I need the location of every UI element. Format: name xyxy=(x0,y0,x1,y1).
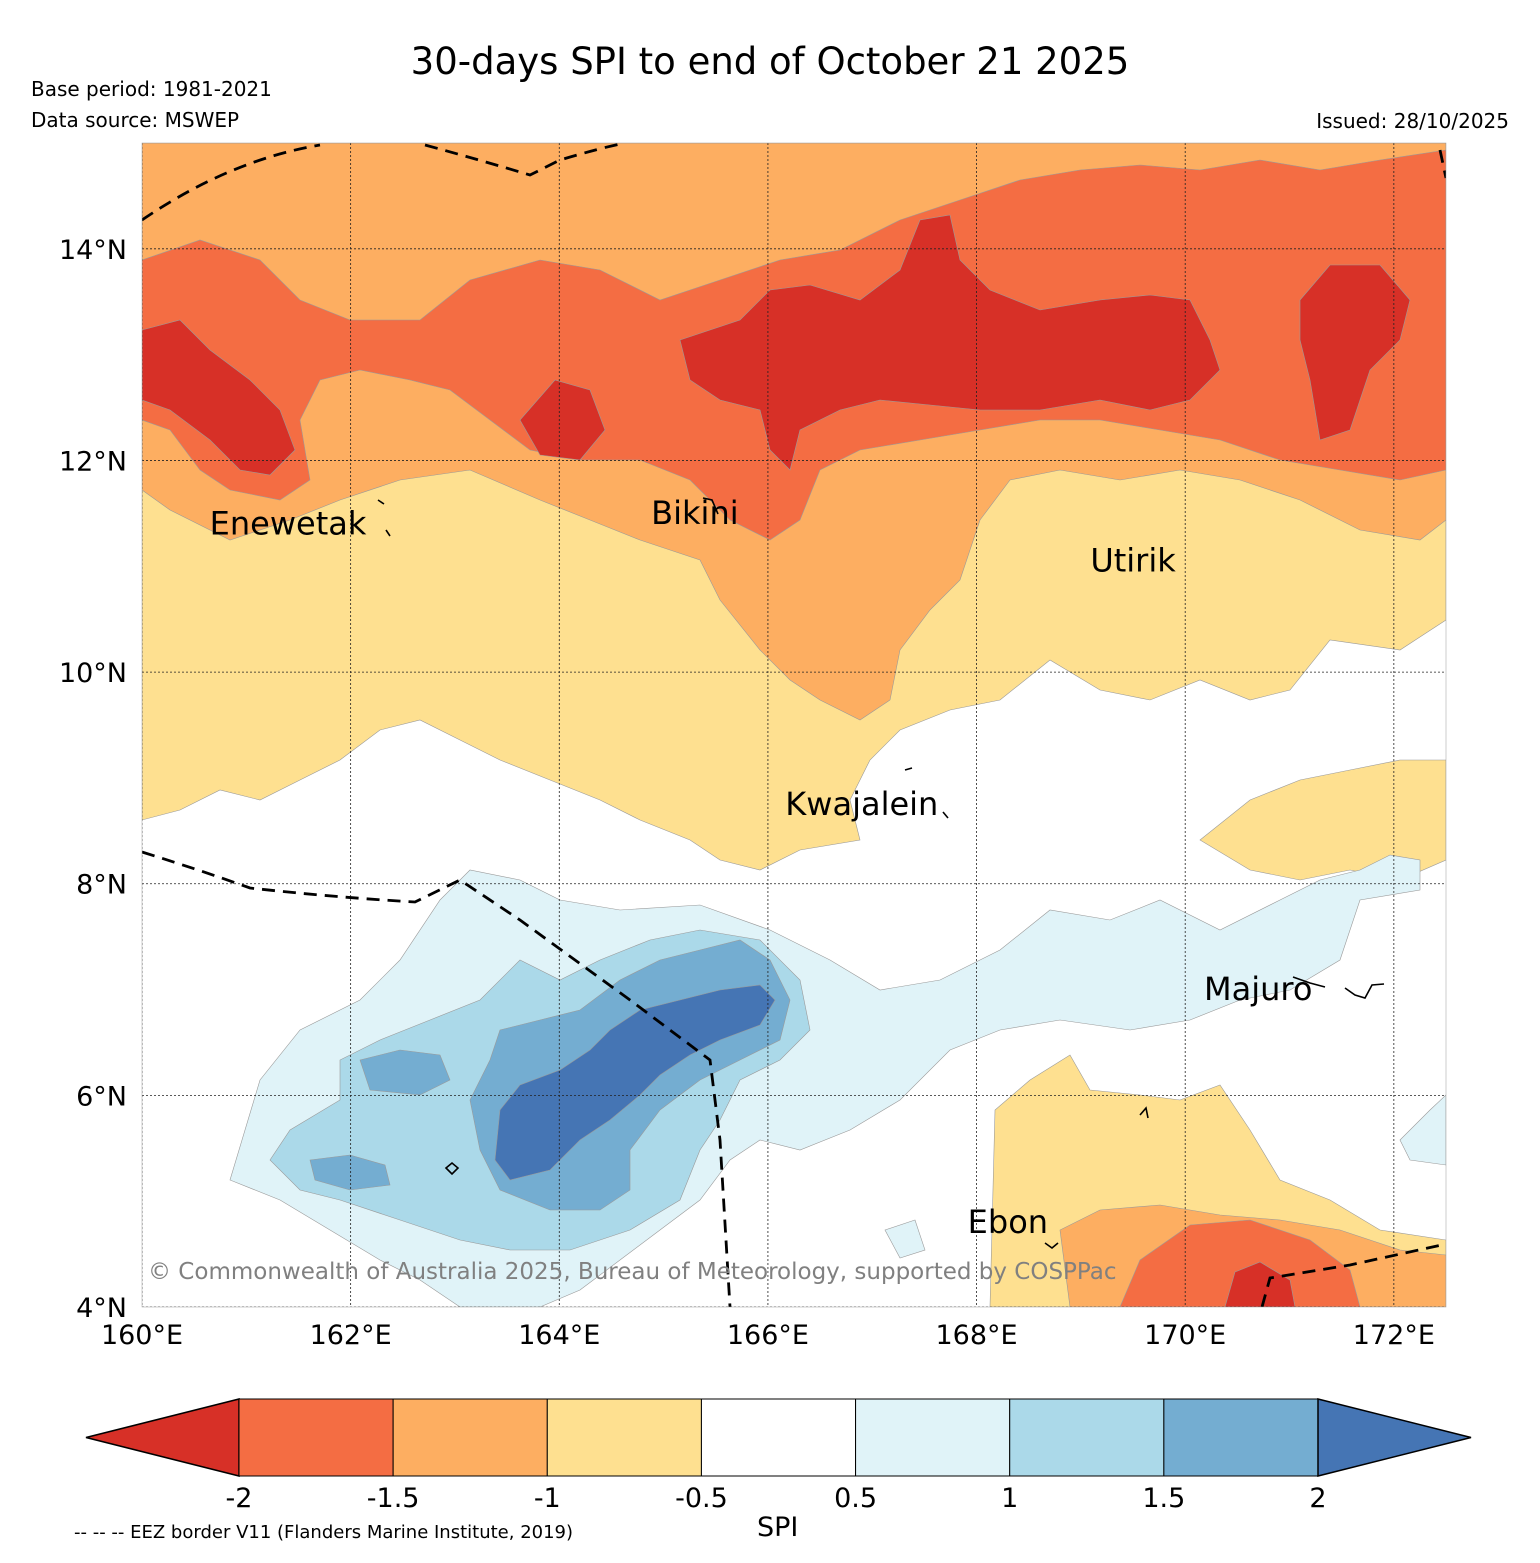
eez-border xyxy=(142,143,1446,1307)
place-label-majuro: Majuro xyxy=(1204,970,1312,1008)
spi-region-extreme-dry-center xyxy=(679,214,1221,471)
eez-border-south xyxy=(142,850,732,1307)
colorbar-bin xyxy=(392,1398,548,1477)
copyright-text: © Commonwealth of Australia 2025, Bureau… xyxy=(148,1259,1117,1285)
colorbar-tick-label: -2 xyxy=(226,1483,253,1514)
lat-tick-label: 14°N xyxy=(59,235,127,266)
colorbar-extend-low xyxy=(85,1398,240,1477)
spi-region-strong-wet-southwest xyxy=(309,1154,391,1191)
colorbar-bin xyxy=(1163,1398,1319,1477)
colorbar-tick-label: -1.5 xyxy=(367,1483,420,1514)
colorbar-tick-label: -0.5 xyxy=(675,1483,728,1514)
colorbar-bin xyxy=(238,1398,394,1477)
spi-region-extreme-dry-bikini xyxy=(519,379,606,461)
colorbar-tick-label: 0.5 xyxy=(834,1483,877,1514)
data-source: Data source: MSWEP xyxy=(31,108,240,132)
spi-region-light-wet-east xyxy=(1399,1094,1446,1166)
spi-region-extreme-wet xyxy=(494,984,776,1181)
base-period: Base period: 1981-2021 xyxy=(31,77,272,101)
colorbar-tick-label: 1 xyxy=(1001,1483,1018,1514)
bikini-atoll-outline xyxy=(702,497,719,515)
place-label-utirik: Utirik xyxy=(1090,542,1176,580)
colorbar-tick-label: -1 xyxy=(534,1483,561,1514)
spi-region-light-wet-small xyxy=(884,1219,926,1259)
eez-note: -- -- -- EEZ border V11 (Flanders Marine… xyxy=(74,1522,574,1543)
lon-tick-label: 166°E xyxy=(727,1320,809,1351)
lat-tick-label: 12°N xyxy=(59,446,127,477)
spi-region-strong-wet-west xyxy=(359,1049,451,1096)
place-label-kwajalein: Kwajalein xyxy=(785,785,938,823)
colorbar-bin xyxy=(700,1398,857,1477)
lat-tick-label: 6°N xyxy=(76,1081,127,1112)
issued-date: Issued: 28/10/2025 xyxy=(1316,109,1509,133)
chart-title: 30-days SPI to end of October 21 2025 xyxy=(410,40,1130,83)
spi-region-light-dry-east xyxy=(1199,759,1446,881)
jaluit-atoll-outline xyxy=(1139,1106,1149,1119)
spi-region-extreme-dry-west xyxy=(142,319,296,476)
map-field xyxy=(142,143,1446,1307)
majuro-atoll-outline xyxy=(1292,976,1385,999)
colorbar-label: SPI xyxy=(757,1512,799,1543)
colorbar-bin xyxy=(546,1398,702,1477)
colorbar-bin xyxy=(1009,1398,1165,1477)
place-label-enewetak: Enewetak xyxy=(210,505,367,543)
colorbar-extend-high xyxy=(1317,1398,1472,1477)
colorbar-tick-label: 1.5 xyxy=(1142,1483,1185,1514)
longitude-labels: 160°E 162°E 164°E 166°E 168°E 170°E 172°E xyxy=(101,1320,1435,1351)
lon-tick-label: 168°E xyxy=(936,1320,1018,1351)
eez-border-south-east xyxy=(1260,1242,1446,1307)
spi-region-extreme-dry-ebon xyxy=(1224,1261,1296,1307)
eez-border-north-west xyxy=(142,143,626,222)
lon-tick-label: 170°E xyxy=(1144,1320,1226,1351)
colorbar-bin xyxy=(855,1398,1011,1477)
lon-tick-label: 172°E xyxy=(1353,1320,1435,1351)
place-names: Enewetak Bikini Utirik Kwajalein Majuro Ebon xyxy=(210,494,1313,1241)
lat-tick-label: 8°N xyxy=(76,870,127,901)
lon-tick-label: 164°E xyxy=(518,1320,600,1351)
colorbar-tick-label: 2 xyxy=(1309,1483,1326,1514)
map-grid xyxy=(142,143,1446,1307)
place-label-bikini: Bikini xyxy=(651,494,738,532)
enewetak-atoll-outline xyxy=(377,499,391,537)
small-island-outline xyxy=(444,1161,460,1176)
lon-tick-label: 162°E xyxy=(310,1320,392,1351)
latitude-labels: 14°N 12°N 10°N 8°N 6°N 4°N xyxy=(59,235,127,1324)
place-label-ebon: Ebon xyxy=(968,1203,1048,1241)
colorbar: -2 -1.5 -1 -0.5 0.5 1 1.5 2 xyxy=(85,1398,1472,1514)
map-frame xyxy=(141,142,1447,1308)
atolls xyxy=(377,497,1385,1250)
lat-tick-label: 10°N xyxy=(59,658,127,689)
lon-tick-label: 160°E xyxy=(101,1320,183,1351)
spi-region-strong-dry-south xyxy=(1119,1219,1361,1307)
eez-border-north-east xyxy=(1438,149,1446,179)
ebon-atoll-outline xyxy=(1044,1242,1059,1250)
lat-tick-label: 4°N xyxy=(76,1293,127,1324)
spi-region-extreme-dry-east xyxy=(1299,264,1411,441)
kwajalein-atoll-outline xyxy=(904,767,949,819)
